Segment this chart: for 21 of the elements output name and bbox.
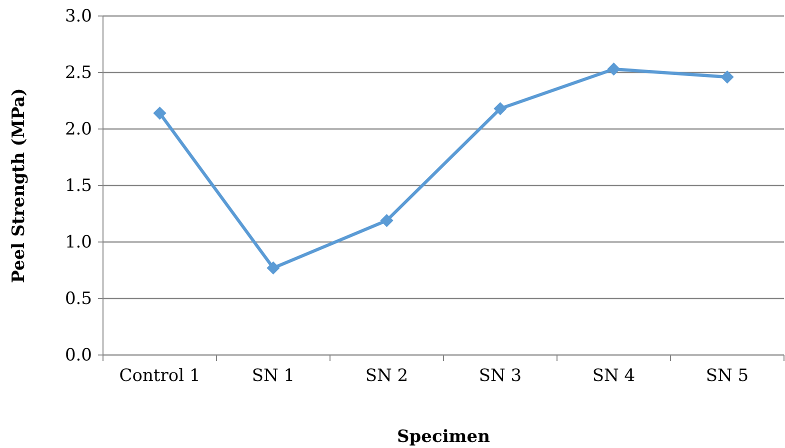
point — [607, 62, 620, 76]
y-tick-label: 3.0 — [64, 6, 92, 26]
y-tick-label: 0.0 — [64, 345, 92, 366]
y-tick-label: 1.0 — [64, 232, 92, 252]
y-axis-title: Peel Strength (MPa) — [9, 88, 29, 283]
point — [266, 261, 280, 275]
x-axis-title: Specimen — [397, 427, 490, 447]
x-tick-label: SN 1 — [252, 366, 295, 386]
y-tick-label: 1.5 — [64, 176, 92, 196]
point — [720, 70, 734, 84]
x-tick-label: SN 3 — [478, 366, 522, 386]
x-tick-label: Control 1 — [119, 366, 200, 386]
y-tick-label: 0.5 — [64, 288, 92, 309]
point — [153, 106, 166, 120]
x-tick-label: SN 2 — [365, 366, 408, 386]
point — [494, 102, 507, 116]
x-tick-label: SN 5 — [706, 366, 749, 386]
point — [380, 214, 394, 228]
y-tick-label: 2.5 — [64, 62, 92, 83]
y-tick-label: 2.0 — [64, 119, 92, 140]
x-tick-label: SN 4 — [592, 366, 636, 386]
